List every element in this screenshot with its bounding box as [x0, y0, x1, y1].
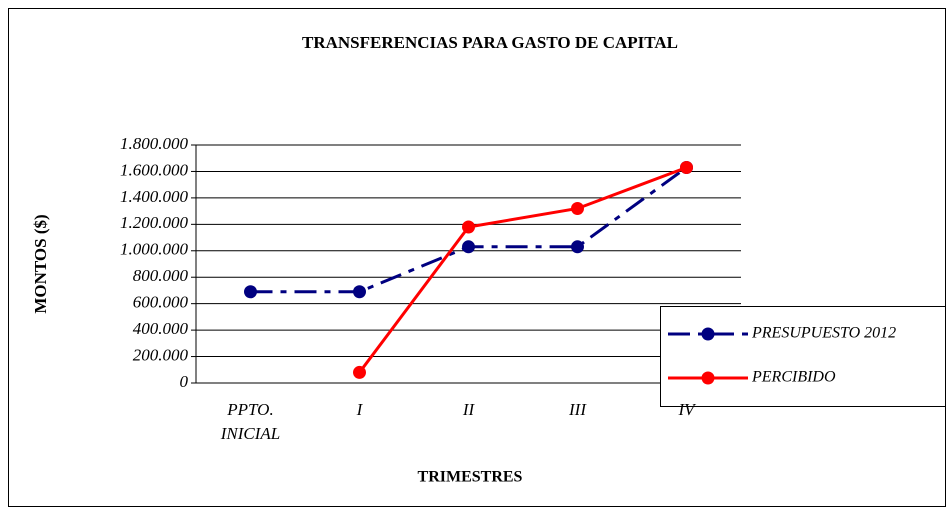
data-point — [353, 365, 366, 379]
series-line — [358, 166, 688, 374]
y-tick-label: 400.000 — [133, 319, 189, 338]
chart-title: TRANSFERENCIAS PARA GASTO DE CAPITAL — [302, 33, 678, 52]
x-tick-label: I — [356, 400, 363, 419]
legend-marker — [701, 371, 715, 385]
data-point — [571, 201, 584, 215]
legend-label: PRESUPUESTO 2012 — [751, 325, 896, 342]
data-point — [462, 240, 475, 254]
x-tick-label: PPTO. INICIAL — [220, 400, 281, 443]
data-point — [571, 240, 584, 254]
x-tick-label: II — [462, 400, 475, 419]
y-tick-label: 1.600.000 — [120, 160, 189, 179]
y-tick-label: 1.000.000 — [120, 240, 189, 259]
y-tick-label: 1.200.000 — [120, 213, 189, 232]
legend-box — [660, 306, 946, 407]
y-tick-label: 1.800.000 — [120, 134, 189, 153]
legend-marker — [701, 327, 715, 341]
y-tick-label: 200.000 — [133, 345, 189, 364]
x-tick-label: IV — [678, 400, 695, 419]
x-tick-label: III — [569, 400, 586, 419]
chart-frame — [8, 8, 946, 507]
data-point — [353, 285, 366, 299]
y-tick-label: 0 — [180, 372, 189, 391]
y-tick-label: 800.000 — [133, 266, 189, 285]
y-axis-title: MONTOS ($) — [31, 214, 50, 313]
y-tick-label: 600.000 — [133, 293, 189, 312]
data-point — [680, 160, 693, 174]
data-point — [462, 220, 475, 234]
legend-label: PERCIBIDO — [751, 369, 836, 386]
x-axis-title: TRIMESTRES — [418, 469, 523, 486]
y-tick-label: 1.400.000 — [120, 187, 189, 206]
data-point — [244, 285, 257, 299]
